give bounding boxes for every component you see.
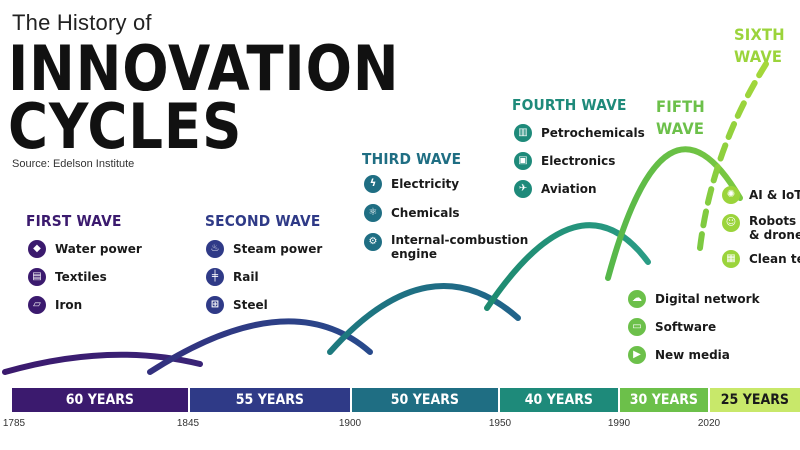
textiles-icon: ▤ <box>28 268 46 286</box>
sixth-wave-curve <box>697 61 769 251</box>
fourth-wave-curve <box>484 222 651 311</box>
year-label: 1990 <box>607 418 631 429</box>
sixth-wave-list: ✺ AI & IoT ☺ Robots & drones ▦ Clean tec… <box>722 186 800 268</box>
second-wave-list: ♨ Steam power ╪ Rail ⊞ Steel <box>206 240 322 314</box>
software-window-icon: ▭ <box>628 318 646 336</box>
list-item: ▣ Electronics <box>514 152 645 170</box>
year-label: 2020 <box>697 418 721 429</box>
robot-icon: ☺ <box>722 214 740 232</box>
year-label: 1950 <box>488 418 512 429</box>
list-item: ◆ Water power <box>28 240 142 258</box>
sixth-wave-title-line1: SIXTH <box>734 25 785 44</box>
third-wave-curve <box>327 283 521 355</box>
list-item: ▦ Clean tech <box>722 250 800 268</box>
third-wave-title: THIRD WAVE <box>362 150 461 168</box>
page-title-line1: INNOVATION <box>8 32 400 105</box>
list-item: ☁ Digital network <box>628 290 760 308</box>
water-drop-icon: ◆ <box>28 240 46 258</box>
fourth-wave-title: FOURTH WAVE <box>512 96 627 114</box>
molecule-icon: ⚛ <box>364 204 382 222</box>
timeline-segment-2: 55 YEARS <box>190 388 352 412</box>
list-item: ╪ Rail <box>206 268 322 286</box>
first-wave-list: ◆ Water power ▤ Textiles ▱ Iron <box>28 240 142 314</box>
fourth-wave-list: ▥ Petrochemicals ▣ Electronics ✈ Aviatio… <box>514 124 645 198</box>
engine-icon: ⚙ <box>364 233 382 251</box>
solar-panel-icon: ▦ <box>722 250 740 268</box>
list-item: ⊞ Steel <box>206 296 322 314</box>
source-note: Source: Edelson Institute <box>12 158 135 170</box>
fifth-wave-curve <box>605 146 743 281</box>
list-item: ♨ Steam power <box>206 240 322 258</box>
year-label: 1845 <box>176 418 200 429</box>
year-label: 1900 <box>338 418 362 429</box>
timeline-segment-3: 50 YEARS <box>352 388 500 412</box>
list-item: ϟ Electricity <box>364 175 528 193</box>
lightning-bolt-icon: ϟ <box>364 175 382 193</box>
page-title-line2: CYCLES <box>8 90 243 163</box>
sixth-wave-title: SIXTH WAVE <box>734 24 785 68</box>
list-item: ✺ AI & IoT <box>722 186 800 204</box>
list-item: ▶ New media <box>628 346 760 364</box>
second-wave-title: SECOND WAVE <box>205 212 321 230</box>
list-item: ▭ Software <box>628 318 760 336</box>
fifth-wave-title-line2: WAVE <box>656 119 705 138</box>
airplane-icon: ✈ <box>514 180 532 198</box>
second-wave-title-text: SECOND WAVE <box>205 212 321 230</box>
list-item: ☺ Robots & drones <box>722 214 800 242</box>
list-item: ▱ Iron <box>28 296 142 314</box>
list-item: ✈ Aviation <box>514 180 645 198</box>
first-wave-curve <box>2 351 203 375</box>
oil-barrel-icon: ▥ <box>514 124 532 142</box>
fourth-wave-title-text: FOURTH WAVE <box>512 96 627 114</box>
timeline-segment-1: 60 YEARS <box>12 388 190 412</box>
ai-brain-icon: ✺ <box>722 186 740 204</box>
list-item: ▤ Textiles <box>28 268 142 286</box>
microchip-icon: ▣ <box>514 152 532 170</box>
fifth-wave-list: ☁ Digital network ▭ Software ▶ New media <box>628 290 760 364</box>
list-item: ⚙ Internal-combustion engine <box>364 233 528 261</box>
fifth-wave-title-line1: FIFTH <box>656 97 705 116</box>
network-icon: ☁ <box>628 290 646 308</box>
steel-beam-icon: ⊞ <box>206 296 224 314</box>
rail-track-icon: ╪ <box>206 268 224 286</box>
timeline-segment-4: 40 YEARS <box>500 388 620 412</box>
year-label: 1785 <box>2 418 26 429</box>
third-wave-title-text: THIRD WAVE <box>362 150 462 168</box>
first-wave-title: FIRST WAVE <box>26 212 122 230</box>
supertitle: The History of <box>12 10 152 35</box>
second-wave-curve <box>147 318 373 375</box>
sixth-wave-title-line2: WAVE <box>734 47 783 66</box>
steam-train-icon: ♨ <box>206 240 224 258</box>
timeline-segment-5: 30 YEARS <box>620 388 710 412</box>
timeline-segment-6: 25 YEARS <box>710 388 800 412</box>
third-wave-list: ϟ Electricity ⚛ Chemicals ⚙ Internal-com… <box>364 175 528 261</box>
iron-ingot-icon: ▱ <box>28 296 46 314</box>
list-item: ⚛ Chemicals <box>364 204 528 222</box>
list-item: ▥ Petrochemicals <box>514 124 645 142</box>
fifth-wave-title: FIFTH WAVE <box>656 96 705 140</box>
timeline-bar: 60 YEARS 55 YEARS 50 YEARS 40 YEARS 30 Y… <box>12 388 800 412</box>
media-play-icon: ▶ <box>628 346 646 364</box>
first-wave-title-text: FIRST WAVE <box>26 212 122 230</box>
